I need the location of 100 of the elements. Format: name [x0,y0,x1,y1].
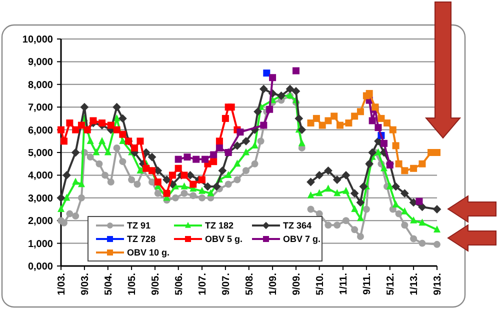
point [324,117,332,124]
point [56,194,66,202]
point [78,122,85,129]
y-tick-label: 3,000 [28,193,54,204]
x-tick-label: 5/06. [174,272,185,296]
point [136,138,144,145]
point [345,119,352,126]
y-tick-label: 2,000 [28,216,54,228]
point [368,117,376,124]
point [242,136,250,146]
point [392,200,400,208]
point [224,180,232,188]
point [401,167,408,174]
point [342,171,350,180]
point [286,84,294,94]
point [342,186,350,194]
point [324,166,332,175]
point [418,218,426,226]
point [418,160,426,168]
point [380,140,388,147]
point [410,235,418,242]
point [148,152,156,162]
point [180,182,188,190]
x-tick-label: 5/04. [103,272,114,296]
x-tick-label: 9/11. [362,272,373,295]
point [374,148,382,156]
point [154,190,162,197]
point [163,190,170,197]
point [334,189,341,196]
legend-label: TZ 728 [127,234,156,244]
point [62,171,71,180]
point [184,154,191,161]
point [336,122,344,129]
point [351,205,358,212]
point [350,189,359,198]
x-tick-label: 1/03. [56,272,68,296]
point [378,114,385,122]
point [356,214,364,222]
point [112,102,121,112]
point [362,206,370,213]
point [294,114,304,123]
point [401,222,408,229]
point [342,217,350,224]
point [389,126,396,134]
x-tick-label: 5/08. [244,272,256,296]
point [330,112,338,120]
point [351,112,358,120]
point [119,130,126,138]
point [210,151,218,158]
point [113,144,120,152]
y-tick-label: 10,000 [22,34,54,46]
point [386,182,394,190]
y-tick-label: 0,000 [28,262,54,272]
point [60,219,68,226]
point [118,114,127,123]
point [368,148,377,157]
y-tick-label: 8,000 [28,80,54,91]
point [134,180,141,188]
point [190,192,197,200]
point [234,176,241,184]
x-tick-label: 9/05. [150,272,162,296]
point [113,126,120,134]
point [324,222,332,229]
y-tick-label: 6,000 [28,125,54,136]
point [234,160,241,167]
x-tick-label: 5/10. [314,272,326,296]
point [356,198,365,207]
point [72,126,80,134]
point [218,166,227,175]
legend-label: OBV 5 g. [205,234,243,244]
legend-label: TZ 182 [205,220,234,231]
point [263,70,270,77]
point [203,182,212,191]
point [374,124,382,132]
point [269,74,276,82]
point [292,87,300,96]
point [107,178,114,186]
point [216,144,223,152]
legend-label: OBV 7 g. [283,234,321,244]
point [172,194,179,202]
point [401,207,408,214]
point [434,225,440,232]
x-tick-label: 1/13. [409,272,420,296]
x-tick-label: 9/13. [432,272,444,296]
point [233,141,242,150]
point [434,240,440,248]
point [63,194,70,201]
point [298,126,306,134]
point [410,164,418,172]
point [356,108,364,116]
x-tick-label: 9/07. [220,272,232,296]
point [384,119,391,126]
point [366,90,373,97]
point [72,178,80,185]
point [128,176,136,184]
point [92,148,100,156]
x-tick-label: 5/12. [385,272,396,296]
x-tick-label: 1/05. [127,272,138,296]
point [298,139,306,146]
x-tick-label: 1/07. [198,272,208,296]
